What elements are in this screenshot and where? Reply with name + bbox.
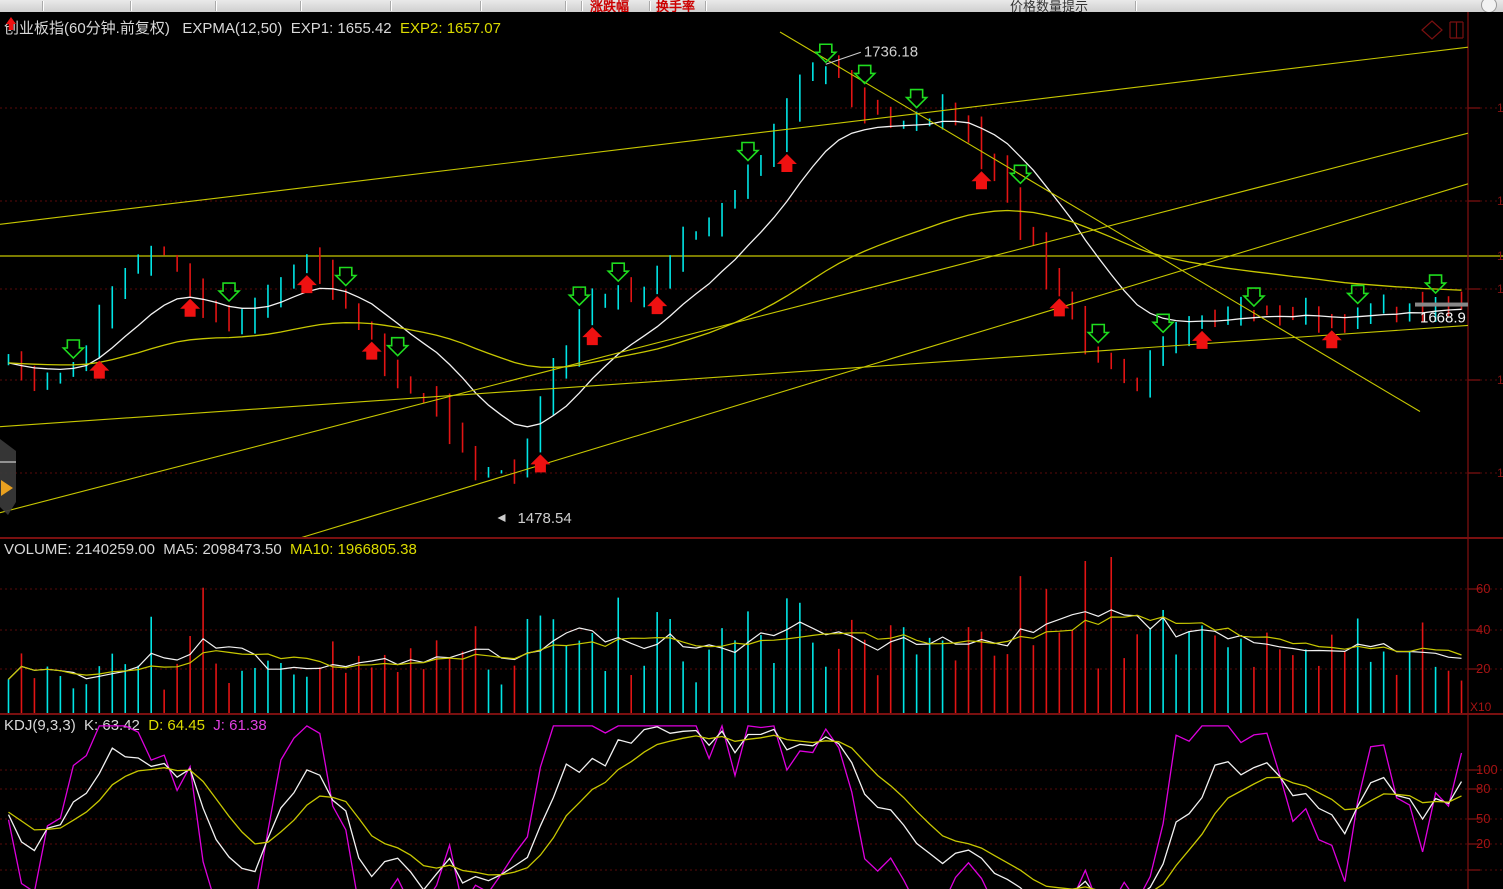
svg-text:1: 1 xyxy=(1497,249,1503,263)
svg-text:80: 80 xyxy=(1476,781,1490,796)
svg-text:50: 50 xyxy=(1476,811,1490,826)
svg-text:20: 20 xyxy=(1476,836,1490,851)
svg-text:1: 1 xyxy=(1497,282,1503,296)
svg-text:1: 1 xyxy=(1497,373,1503,387)
svg-text:X10: X10 xyxy=(1470,700,1492,714)
svg-text:100: 100 xyxy=(1476,762,1498,777)
svg-text:1: 1 xyxy=(1497,466,1503,480)
svg-text:20: 20 xyxy=(1476,661,1490,676)
svg-text:1: 1 xyxy=(1497,194,1503,208)
svg-text:1668.9: 1668.9 xyxy=(1420,310,1466,327)
svg-text:1478.54: 1478.54 xyxy=(517,510,571,527)
svg-text:1736.18: 1736.18 xyxy=(864,43,918,60)
svg-text:40: 40 xyxy=(1476,622,1490,637)
svg-text:60: 60 xyxy=(1476,581,1490,596)
svg-text:1: 1 xyxy=(1497,101,1503,115)
